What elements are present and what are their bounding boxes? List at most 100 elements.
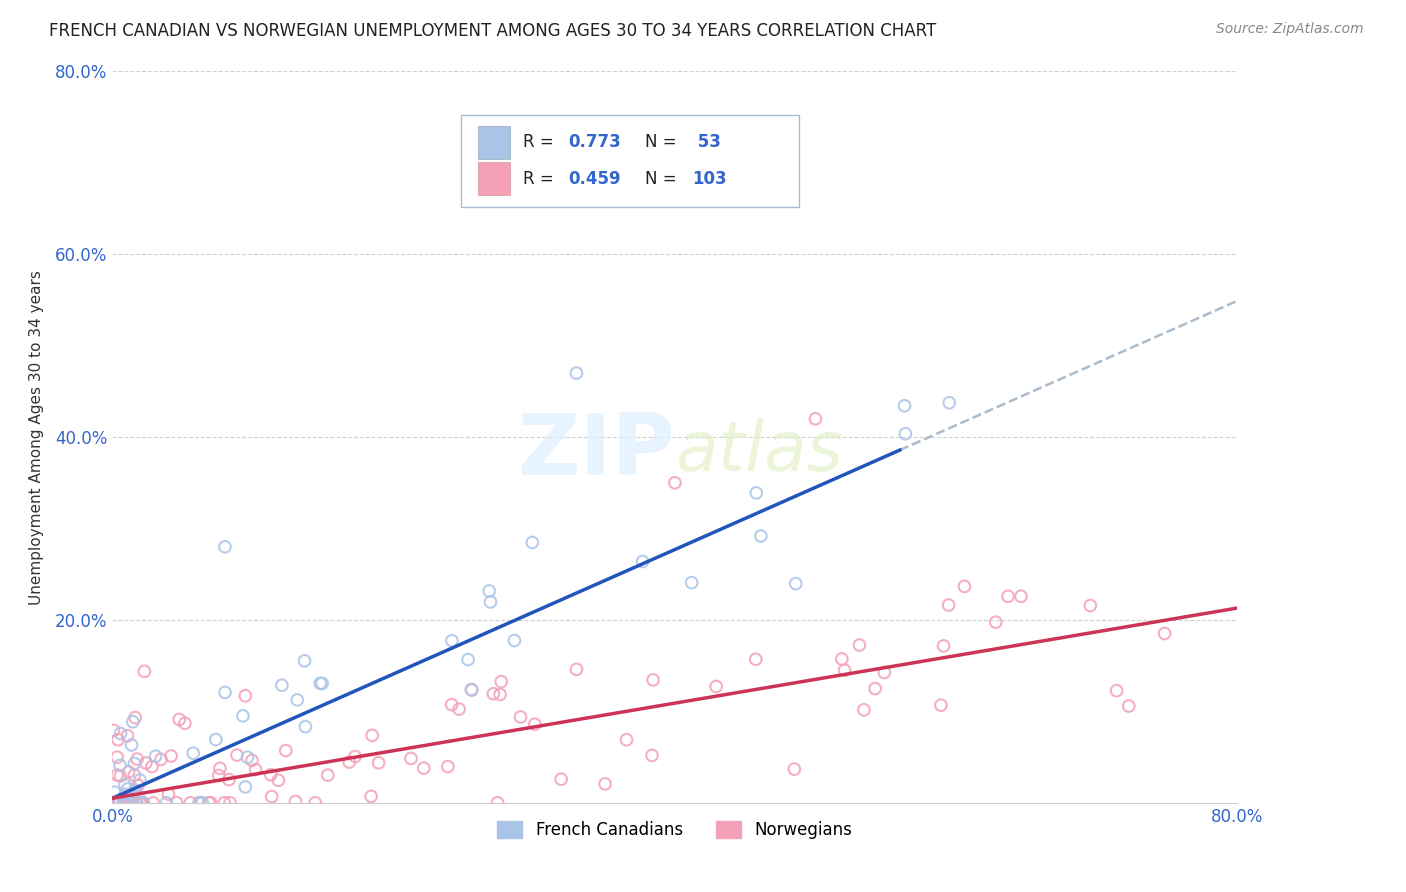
Point [214, 540, 236, 554]
Point [664, 475, 686, 490]
Point [129, 772, 152, 787]
Point [200, 796, 222, 810]
Point [117, 729, 139, 743]
Point [489, 688, 512, 702]
Point [157, 787, 180, 801]
Point [103, 796, 125, 810]
Point [361, 728, 384, 742]
Y-axis label: Unemployment Among Ages 30 to 34 years: Unemployment Among Ages 30 to 34 years [30, 269, 44, 605]
Point [169, 713, 191, 727]
Point [117, 764, 139, 779]
Point [457, 652, 479, 666]
Point [929, 698, 952, 713]
Point [107, 796, 129, 810]
Text: Source: ZipAtlas.com: Source: ZipAtlas.com [1216, 22, 1364, 37]
Point [114, 778, 136, 792]
Point [783, 762, 806, 776]
Point [440, 698, 463, 712]
Point [260, 789, 283, 804]
Point [141, 759, 163, 773]
Point [449, 702, 471, 716]
Point [181, 746, 204, 760]
Point [121, 738, 143, 752]
Point [103, 796, 125, 810]
Point [115, 796, 138, 810]
Point [166, 796, 188, 810]
Point [125, 796, 148, 810]
Point [124, 768, 146, 782]
Point [894, 426, 917, 441]
Point [997, 590, 1019, 604]
Text: 0.459: 0.459 [568, 169, 620, 188]
Point [134, 665, 156, 679]
Point [631, 554, 654, 568]
Point [316, 768, 339, 782]
Text: N =: N = [644, 169, 682, 188]
Point [129, 796, 152, 810]
Point [745, 486, 768, 500]
FancyBboxPatch shape [461, 115, 799, 207]
Point [344, 749, 367, 764]
Point [218, 772, 240, 787]
Point [852, 703, 875, 717]
Point [114, 796, 136, 810]
Text: 53: 53 [692, 133, 721, 152]
Bar [478, 162, 509, 195]
Point [205, 732, 228, 747]
Point [226, 747, 249, 762]
Point [550, 772, 572, 787]
Point [188, 796, 211, 810]
Point [103, 785, 125, 799]
Point [110, 726, 132, 740]
Point [127, 752, 149, 766]
Point [523, 717, 546, 731]
Point [704, 680, 727, 694]
Point [131, 796, 153, 810]
Point [121, 714, 143, 729]
Point [124, 783, 146, 797]
Point [284, 795, 307, 809]
Point [124, 710, 146, 724]
Point [124, 756, 146, 771]
Point [260, 768, 283, 782]
Point [461, 683, 484, 698]
Point [267, 773, 290, 788]
Point [105, 796, 128, 810]
Point [491, 674, 513, 689]
Point [131, 796, 153, 810]
Point [984, 615, 1007, 630]
Point [641, 748, 664, 763]
Point [107, 796, 129, 810]
Point [142, 796, 165, 810]
Point [593, 777, 616, 791]
Point [124, 785, 146, 799]
Point [274, 743, 297, 757]
Point [486, 796, 509, 810]
Point [188, 796, 211, 810]
Point [478, 584, 501, 599]
Point [232, 709, 254, 723]
Point [135, 756, 157, 770]
Point [110, 769, 132, 783]
Point [360, 789, 382, 804]
Point [117, 781, 139, 796]
Point [179, 796, 201, 810]
Point [367, 756, 389, 770]
Point [503, 633, 526, 648]
Point [337, 755, 360, 769]
Point [643, 673, 665, 687]
Point [240, 753, 263, 767]
Point [105, 768, 128, 782]
Point [309, 676, 332, 690]
Point [233, 689, 256, 703]
Point [173, 716, 195, 731]
Point [863, 681, 886, 696]
Point [191, 796, 214, 810]
Point [112, 796, 135, 810]
Text: N =: N = [644, 133, 682, 152]
Point [103, 723, 125, 738]
Text: R =: R = [523, 133, 560, 152]
Point [1105, 683, 1128, 698]
Legend: French Canadians, Norwegians: French Canadians, Norwegians [491, 814, 859, 846]
Point [214, 796, 236, 810]
